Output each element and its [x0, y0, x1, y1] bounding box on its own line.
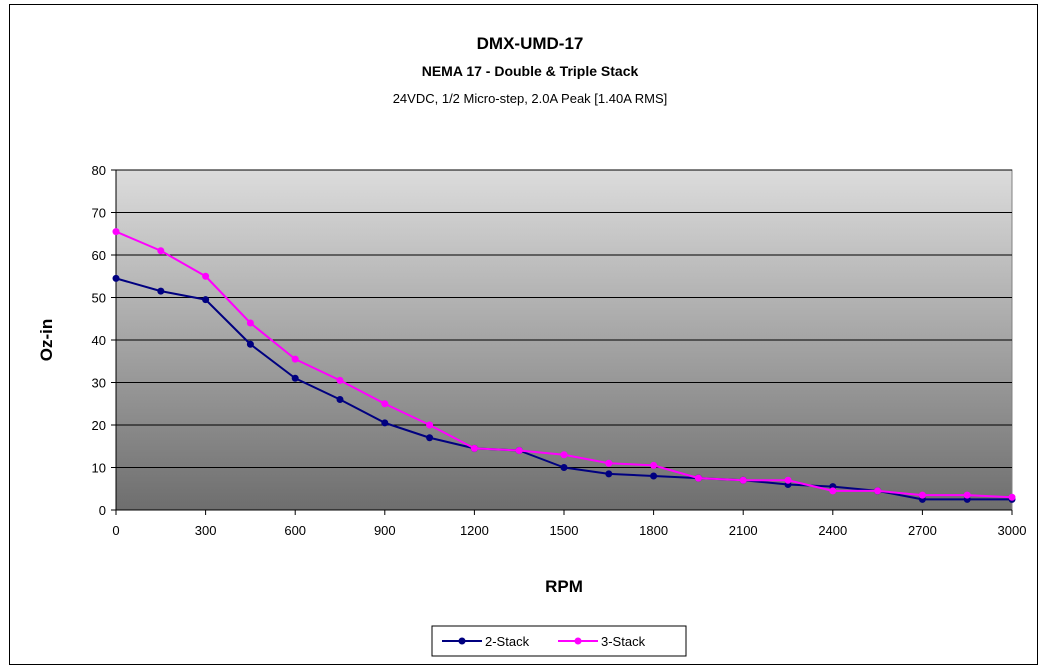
x-tick-label: 1800 — [639, 523, 668, 538]
x-tick-label: 1500 — [550, 523, 579, 538]
y-tick-label: 50 — [92, 291, 106, 306]
y-tick-label: 20 — [92, 418, 106, 433]
x-tick-label: 1200 — [460, 523, 489, 538]
x-tick-label: 600 — [284, 523, 306, 538]
data-point — [112, 228, 120, 236]
data-point — [560, 451, 568, 459]
data-point — [426, 434, 434, 442]
data-point — [426, 421, 434, 429]
series-layer — [112, 228, 1016, 503]
legend-marker — [458, 637, 466, 645]
data-point — [381, 419, 389, 427]
data-point — [112, 274, 120, 282]
data-point — [515, 447, 523, 454]
data-point — [694, 474, 702, 482]
data-point — [202, 272, 210, 280]
legend-label: 2-Stack — [485, 634, 530, 649]
axes — [111, 169, 1013, 515]
x-tick-label: 2100 — [729, 523, 758, 538]
y-tick-label: 70 — [92, 206, 106, 221]
data-point — [963, 491, 971, 499]
data-point — [246, 340, 254, 348]
x-tick-label: 300 — [195, 523, 217, 538]
data-point — [605, 470, 613, 478]
x-tick-label: 2700 — [908, 523, 937, 538]
y-tick-label: 10 — [92, 461, 106, 476]
data-point — [829, 487, 837, 495]
data-point — [336, 376, 344, 384]
y-tick-label: 80 — [92, 163, 106, 178]
legend: 2-Stack 3-Stack — [431, 625, 687, 657]
data-point — [650, 461, 658, 469]
data-point — [246, 319, 254, 327]
y-tick-label: 30 — [92, 376, 106, 391]
series-3-Stack — [112, 228, 1016, 501]
data-point — [784, 476, 792, 484]
data-point — [470, 444, 478, 452]
legend-marker — [574, 637, 582, 645]
data-point — [291, 355, 299, 363]
legend-label: 3-Stack — [601, 634, 646, 649]
data-point — [157, 287, 165, 295]
data-point — [918, 491, 926, 499]
y-tick-label: 40 — [92, 333, 106, 348]
chart-subtitle: NEMA 17 - Double & Triple Stack — [422, 63, 639, 79]
y-tick-label: 0 — [99, 503, 106, 518]
data-point — [202, 296, 210, 304]
data-point — [650, 472, 658, 480]
data-point — [874, 487, 882, 495]
x-tick-label: 0 — [112, 523, 119, 538]
x-axis-title: RPM — [545, 577, 583, 596]
data-point — [291, 374, 299, 382]
chart-title: DMX-UMD-17 — [477, 34, 584, 53]
data-point — [157, 247, 165, 255]
chart-subtitle-2: 24VDC, 1/2 Micro-step, 2.0A Peak [1.40A … — [393, 91, 668, 106]
data-point — [336, 396, 344, 403]
x-tick-label: 2400 — [818, 523, 847, 538]
y-tick-labels: 0 10 20 30 40 50 60 70 80 — [92, 163, 106, 518]
x-tick-labels: 0 300 600 900 1200 1500 1800 2100 2400 2700 3000 — [112, 523, 1026, 538]
gridlines — [116, 169, 1012, 468]
data-point — [605, 459, 613, 467]
y-axis-title: Oz-in — [37, 319, 56, 362]
x-tick-label: 900 — [374, 523, 396, 538]
x-tick-label: 3000 — [998, 523, 1027, 538]
data-point — [1008, 493, 1016, 501]
data-point — [739, 476, 747, 484]
data-point — [560, 464, 568, 471]
y-tick-label: 60 — [92, 248, 106, 263]
data-point — [381, 400, 389, 408]
